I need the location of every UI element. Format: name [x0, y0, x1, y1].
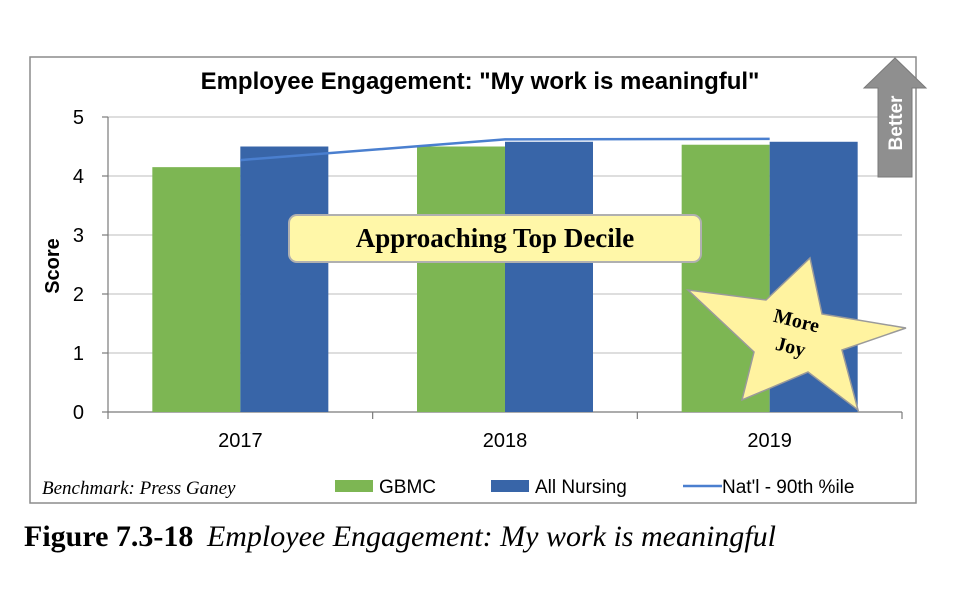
legend-swatch-gbmc	[335, 480, 373, 492]
x-tick-labels: 2017 2018 2019	[218, 430, 792, 452]
bar-all-nursing-2018	[505, 141, 593, 412]
figure-title: Employee Engagement: My work is meaningf…	[206, 520, 776, 553]
legend-label-all-nursing: All Nursing	[535, 477, 627, 498]
callout-approaching-top-decile: Approaching Top Decile	[288, 214, 702, 263]
x-tick-label-2017: 2017	[218, 430, 263, 452]
bar-gbmc-2017	[152, 167, 241, 412]
x-axis-ticks	[107, 412, 903, 419]
legend-label-gbmc: GBMC	[379, 477, 436, 498]
x-tick-label-2019: 2019	[747, 430, 792, 452]
series-line-national	[240, 137, 770, 162]
y-axis-label: Score	[42, 238, 64, 294]
y-tick-labels: 0 1 2 3 4 5	[73, 107, 84, 424]
y-tick-label: 1	[73, 343, 84, 365]
figure-caption: Figure 7.3-18 Employee Engagement: My wo…	[24, 520, 776, 553]
arrow-up-icon	[862, 57, 928, 178]
figure-number: Figure 7.3-18	[24, 520, 193, 553]
legend-swatch-all-nursing	[491, 480, 529, 492]
benchmark-note: Benchmark: Press Ganey	[42, 478, 236, 499]
legend-label-national: Nat'l - 90th %ile	[722, 477, 854, 498]
chart-title: Employee Engagement: "My work is meaning…	[201, 68, 760, 95]
legend: GBMC All Nursing Nat'l - 90th %ile	[335, 477, 854, 498]
y-axis-ticks	[102, 116, 108, 413]
star-more-joy: More Joy	[685, 256, 907, 412]
callout-text: Approaching Top Decile	[356, 223, 635, 253]
y-tick-label: 3	[73, 225, 84, 247]
y-tick-label: 0	[73, 402, 84, 424]
bar-gbmc-2018	[417, 146, 505, 412]
bar-all-nursing-2017	[240, 146, 329, 412]
better-label: Better	[886, 95, 907, 151]
star-shape	[685, 256, 907, 412]
y-tick-label: 2	[73, 284, 84, 306]
y-tick-label: 4	[73, 166, 84, 188]
x-tick-label-2018: 2018	[483, 430, 528, 452]
better-arrow: Better	[862, 57, 928, 178]
y-tick-label: 5	[73, 107, 84, 129]
